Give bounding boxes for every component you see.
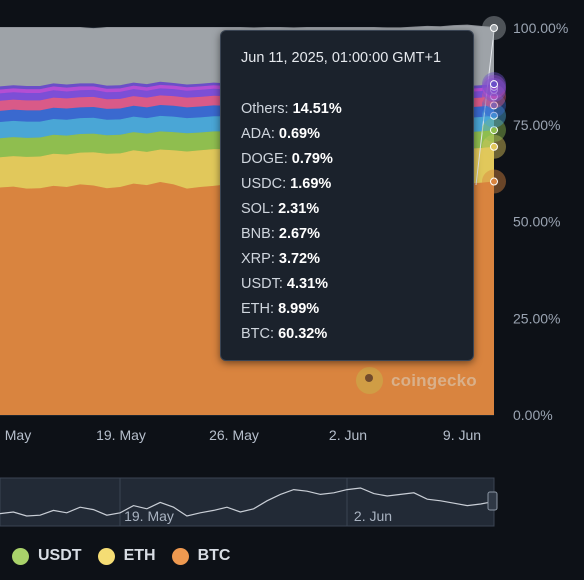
- y-tick-label: 75.00%: [513, 117, 560, 133]
- legend-item-btc[interactable]: BTC: [171, 547, 231, 565]
- legend: USDT ETH BTC: [0, 538, 584, 574]
- tooltip-series-name: Others:: [241, 101, 293, 117]
- crosshair-line: [475, 30, 495, 186]
- legend-dot-icon: [12, 547, 29, 565]
- tooltip-series-value: 8.99%: [278, 301, 320, 317]
- tooltip-series-value: 0.79%: [291, 151, 333, 167]
- tooltip-series-name: BTC:: [241, 326, 279, 342]
- coingecko-watermark: coingecko: [356, 367, 477, 394]
- navigator-series-line: [0, 487, 495, 517]
- tooltip-row: USDC: 1.69%: [241, 172, 473, 197]
- legend-dot-icon: [97, 547, 115, 565]
- tooltip-series-name: SOL:: [241, 201, 279, 217]
- y-axis-ticks: 100.00% 75.00% 50.00% 25.00% 0.00%: [513, 20, 568, 423]
- tooltip-rows: Others: 14.51% ADA: 0.69% DOGE: 0.79% USDC:…: [241, 97, 473, 347]
- navigator[interactable]: 19. May 2. Jun: [0, 477, 498, 527]
- marker-others: [490, 24, 498, 32]
- tooltip-series-value: 0.69%: [278, 126, 320, 142]
- tooltip: Jun 11, 2025, 01:00:00 GMT+1 Others: 14.…: [220, 30, 474, 361]
- marker-btc: [490, 177, 498, 186]
- marker-bnb: [490, 101, 498, 110]
- tooltip-time: Jun 11, 2025, 01:00:00 GMT+1: [241, 50, 442, 66]
- tooltip-series-name: USDT:: [241, 276, 287, 292]
- legend-item-eth[interactable]: ETH: [97, 547, 156, 565]
- tooltip-row: SOL: 2.31%: [241, 197, 473, 222]
- tooltip-series-name: ADA:: [241, 126, 279, 142]
- x-axis-ticks: May 19. May 26. May 2. Jun 9. Jun: [5, 427, 481, 443]
- y-tick-label: 100.00%: [513, 20, 568, 36]
- tooltip-series-value: 1.69%: [290, 176, 332, 192]
- marker-eth: [490, 142, 498, 151]
- x-tick-label: May: [5, 427, 31, 443]
- legend-label: USDT: [38, 547, 82, 564]
- tooltip-series-name: BNB:: [241, 226, 279, 242]
- tooltip-series-value: 2.67%: [278, 226, 320, 242]
- tooltip-series-name: USDC:: [241, 176, 291, 192]
- tooltip-row: BTC: 60.32%: [241, 322, 473, 347]
- legend-dot-icon: [171, 547, 189, 565]
- tooltip-series-name: ETH:: [241, 301, 279, 317]
- legend-item-usdt[interactable]: USDT: [12, 547, 82, 565]
- tooltip-row: USDT: 4.31%: [241, 272, 473, 297]
- x-tick-label: 2. Jun: [329, 427, 367, 443]
- navigator-window[interactable]: [0, 477, 495, 527]
- tooltip-row: BNB: 2.67%: [241, 222, 473, 247]
- tooltip-series-value: 3.72%: [278, 251, 320, 267]
- navigator-label: 19. May: [124, 508, 174, 524]
- navigator-handle[interactable]: [487, 491, 498, 511]
- hover-markers: [475, 16, 506, 194]
- navigator-label: 2. Jun: [354, 508, 392, 524]
- legend-label: BTC: [197, 547, 231, 564]
- tooltip-series-value: 4.31%: [286, 276, 329, 292]
- tooltip-row: ADA: 0.69%: [241, 122, 473, 147]
- tooltip-series-value: 14.51%: [292, 101, 342, 117]
- line-others: [0, 24, 495, 31]
- tooltip-series-value: 60.32%: [278, 326, 328, 342]
- coingecko-logo-icon: [356, 367, 383, 394]
- tooltip-row: ETH: 8.99%: [241, 297, 473, 322]
- legend-label: ETH: [123, 547, 156, 564]
- y-tick-label: 50.00%: [513, 214, 560, 230]
- tooltip-row: Others: 14.51%: [241, 97, 473, 122]
- x-tick-label: 26. May: [209, 427, 259, 443]
- y-tick-label: 25.00%: [513, 310, 560, 326]
- marker-xrp: [490, 111, 498, 120]
- tooltip-row: XRP: 3.72%: [241, 247, 473, 272]
- watermark-text: coingecko: [391, 370, 477, 390]
- tooltip-row: DOGE: 0.79%: [241, 147, 473, 172]
- x-tick-label: 9. Jun: [443, 427, 481, 443]
- marker-ada: [490, 80, 498, 89]
- tooltip-series-name: XRP:: [241, 251, 279, 267]
- tooltip-series-value: 2.31%: [278, 201, 320, 217]
- marker-usdt: [490, 126, 498, 135]
- x-tick-label: 19. May: [96, 427, 146, 443]
- y-tick-label: 0.00%: [513, 407, 553, 423]
- tooltip-series-name: DOGE:: [241, 151, 292, 167]
